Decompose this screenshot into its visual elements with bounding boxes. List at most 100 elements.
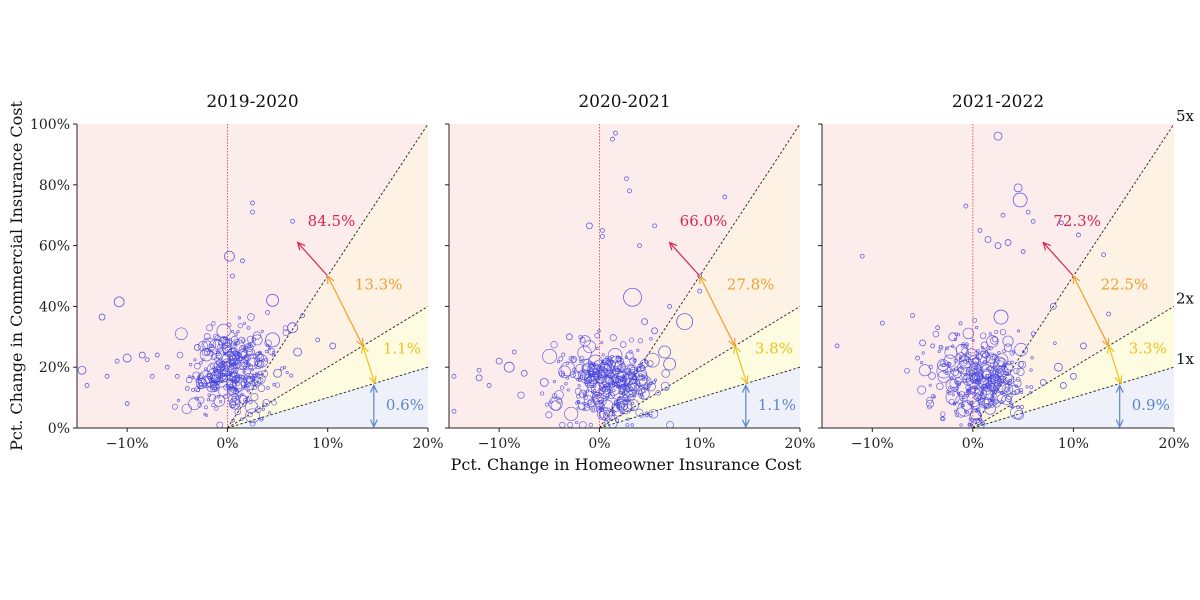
data-point bbox=[932, 330, 940, 338]
data-point bbox=[550, 341, 558, 349]
data-point bbox=[223, 384, 230, 391]
data-point bbox=[999, 328, 1007, 336]
data-point bbox=[211, 402, 216, 408]
data-point bbox=[980, 392, 984, 396]
data-point bbox=[1014, 409, 1025, 420]
data-point bbox=[628, 378, 641, 391]
data-point bbox=[667, 303, 673, 309]
data-point bbox=[638, 388, 650, 400]
panel-2: 66.0% 27.8% 3.8% 1.1% −10% 0% 10% 20% 2020-2021 bbox=[445, 92, 816, 452]
data-point bbox=[239, 374, 243, 378]
data-point bbox=[583, 404, 591, 411]
data-point bbox=[586, 222, 593, 230]
data-point bbox=[201, 358, 205, 362]
data-point bbox=[986, 335, 999, 348]
data-point bbox=[635, 375, 647, 387]
data-point bbox=[566, 388, 570, 392]
data-point bbox=[910, 313, 915, 318]
data-point bbox=[122, 353, 132, 363]
data-point bbox=[611, 368, 615, 373]
arrow-above-5x-head bbox=[1042, 241, 1051, 251]
data-point bbox=[1030, 331, 1036, 337]
data-point bbox=[241, 338, 246, 343]
data-point bbox=[181, 403, 192, 414]
data-point bbox=[625, 385, 629, 389]
data-point bbox=[1009, 350, 1015, 356]
share-label-1x-2x: 3.8% bbox=[755, 340, 793, 358]
data-point bbox=[231, 418, 235, 423]
data-point bbox=[638, 373, 643, 378]
data-point bbox=[575, 363, 585, 373]
data-point bbox=[971, 418, 985, 428]
arrow-1x-2x-head bbox=[361, 344, 369, 354]
x-tick-label: 10% bbox=[684, 436, 715, 452]
data-point bbox=[630, 370, 634, 375]
data-point bbox=[232, 375, 240, 383]
data-point bbox=[210, 379, 215, 383]
data-point bbox=[964, 344, 969, 349]
data-point bbox=[945, 346, 949, 351]
data-point bbox=[597, 396, 604, 404]
data-point bbox=[976, 376, 980, 380]
data-point bbox=[624, 355, 628, 359]
data-point bbox=[977, 394, 986, 402]
data-point bbox=[603, 412, 610, 419]
data-point bbox=[959, 355, 963, 359]
data-point bbox=[614, 418, 620, 423]
data-point bbox=[610, 369, 625, 384]
data-point bbox=[230, 399, 234, 403]
data-point bbox=[582, 391, 587, 396]
data-point bbox=[591, 407, 596, 412]
data-point bbox=[191, 375, 195, 379]
data-point bbox=[988, 399, 992, 403]
data-point bbox=[973, 375, 978, 381]
data-point bbox=[203, 333, 211, 340]
data-point bbox=[959, 423, 963, 427]
data-point bbox=[961, 342, 965, 346]
data-point bbox=[982, 370, 991, 379]
data-point bbox=[246, 389, 250, 393]
data-point bbox=[626, 364, 638, 377]
data-point bbox=[938, 345, 944, 351]
data-point bbox=[964, 342, 969, 347]
x-tick-label: −10% bbox=[478, 436, 521, 452]
arrow-below-1x-head bbox=[1115, 384, 1124, 393]
data-point bbox=[948, 386, 952, 390]
data-point bbox=[254, 360, 263, 370]
data-point bbox=[976, 366, 981, 371]
data-point bbox=[612, 409, 616, 414]
data-point bbox=[622, 394, 630, 403]
data-point bbox=[266, 386, 270, 390]
y-tick-label: 20% bbox=[39, 360, 70, 376]
x-tick-label: 20% bbox=[784, 436, 815, 452]
data-point bbox=[114, 358, 120, 364]
data-point bbox=[618, 376, 627, 386]
arrow-1x-2x bbox=[734, 345, 748, 384]
data-point bbox=[631, 401, 635, 405]
data-point bbox=[944, 346, 958, 359]
data-point bbox=[565, 333, 573, 341]
arrow-1x-2x bbox=[362, 345, 376, 384]
data-point bbox=[994, 329, 999, 334]
data-point bbox=[628, 366, 638, 376]
data-point bbox=[630, 423, 634, 427]
data-point bbox=[982, 383, 987, 388]
share-label-1x-2x: 1.1% bbox=[383, 340, 421, 358]
data-point bbox=[582, 402, 586, 406]
data-point bbox=[994, 368, 1004, 378]
arrow-above-5x-head bbox=[668, 241, 678, 251]
data-point bbox=[235, 357, 248, 370]
data-point bbox=[206, 324, 213, 332]
data-point bbox=[511, 349, 517, 355]
data-point bbox=[617, 396, 622, 401]
data-point bbox=[624, 176, 629, 182]
data-point bbox=[1049, 302, 1057, 310]
data-point bbox=[990, 398, 994, 402]
data-point bbox=[222, 344, 226, 348]
data-point bbox=[242, 346, 247, 351]
arrow-above-5x bbox=[669, 242, 701, 277]
data-point bbox=[84, 383, 90, 388]
data-point bbox=[280, 366, 284, 371]
data-point bbox=[618, 400, 633, 415]
data-point bbox=[560, 372, 565, 377]
